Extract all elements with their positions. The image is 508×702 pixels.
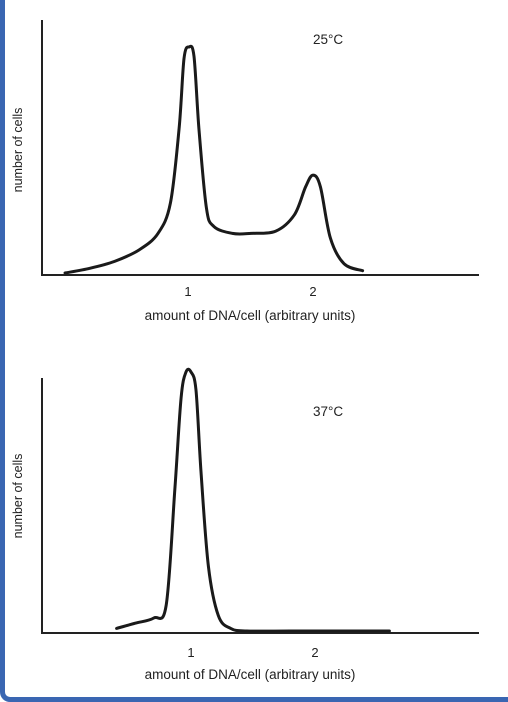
series-line [115, 367, 391, 633]
y-axis-label: number of cells [11, 108, 25, 193]
x-tick-label: 2 [311, 645, 318, 660]
chart-panel-37c: 37°C number of cells amount of DNA/cell … [11, 367, 479, 682]
chart-panel-25c: 25°C number of cells amount of DNA/cell … [11, 20, 479, 323]
x-tick-label: 1 [187, 645, 194, 660]
temperature-annotation: 25°C [313, 32, 343, 47]
chart-figure: 25°C number of cells amount of DNA/cell … [11, 20, 479, 682]
x-axis-label: amount of DNA/cell (arbitrary units) [145, 308, 356, 323]
x-tick-label: 1 [184, 284, 191, 299]
x-axis-label: amount of DNA/cell (arbitrary units) [145, 667, 356, 682]
y-axis-label: number of cells [11, 454, 25, 539]
series-line [63, 44, 365, 275]
x-tick-label: 2 [309, 284, 316, 299]
temperature-annotation: 37°C [313, 404, 343, 419]
